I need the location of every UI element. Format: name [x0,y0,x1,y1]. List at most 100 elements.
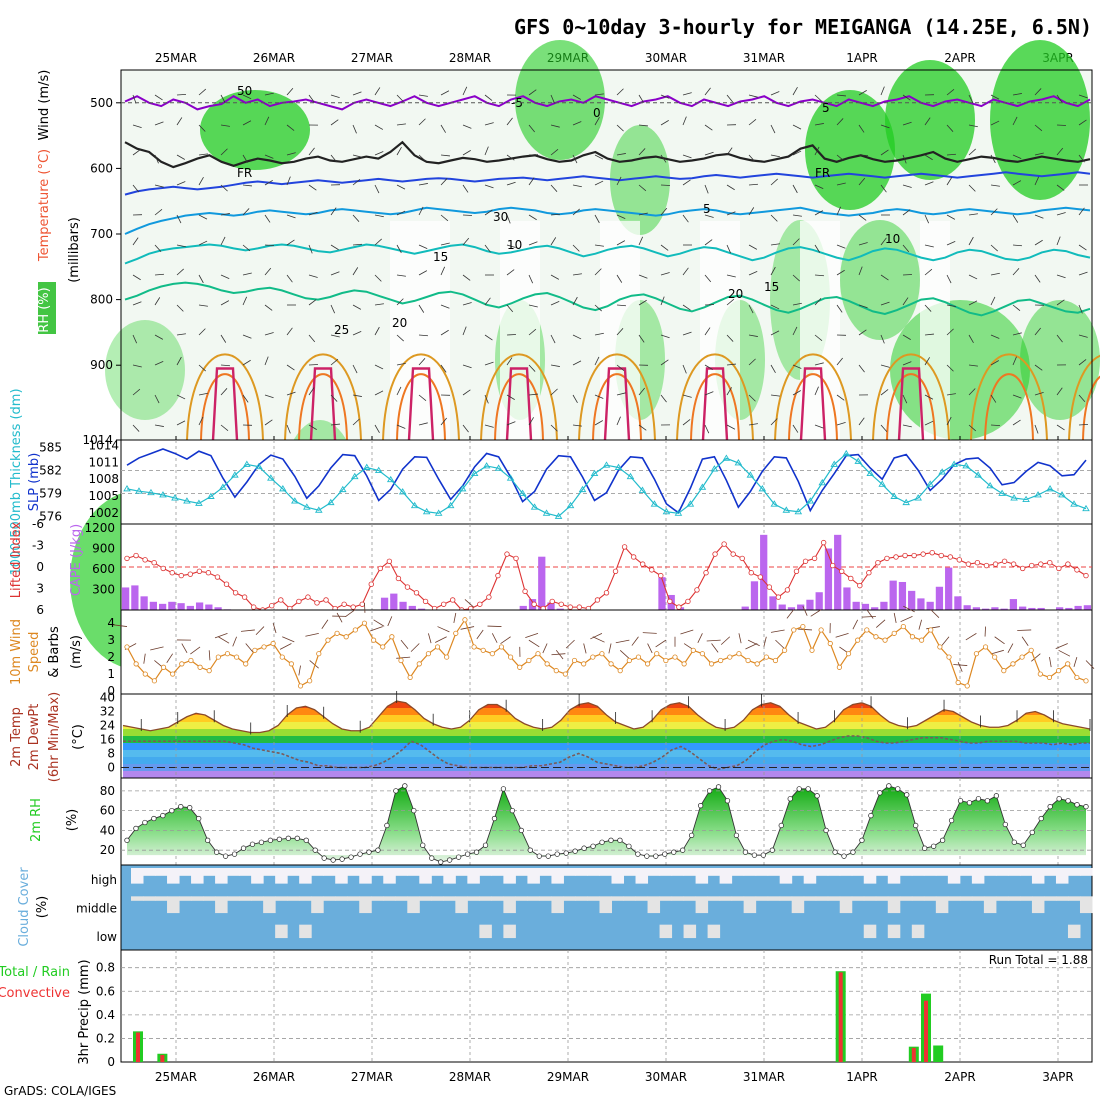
cloud-gap-cell [719,868,733,884]
cloud-gap-cell [1043,868,1057,876]
wind-barb [176,356,182,366]
cloud-gap-cell [911,924,925,939]
cloud-gap-cell [395,868,408,876]
wind-speed-point [343,634,349,640]
wind-barb [1078,304,1083,314]
wind-barb [528,328,537,336]
cloud-gap-cell [419,896,432,901]
wind-barb [770,304,780,310]
wind-speed-point [635,654,642,660]
thickness-point [470,469,479,477]
rh-point [778,822,784,829]
li-point [820,539,827,546]
rh-point [196,815,202,822]
thickness-point [710,465,719,472]
wind-barb-10m [953,664,968,666]
wind-barb [660,296,665,306]
contour-label: 50 [237,84,252,98]
wind-barb [220,274,230,280]
wind-barb [506,304,514,313]
rh-point [160,812,166,819]
wind-barb [462,424,469,433]
wind-barb [462,150,471,156]
cape-bar [880,601,888,610]
cloud-gap-cell [1067,896,1081,901]
wind-barb [638,184,647,192]
cape-bar [1074,605,1082,610]
li-point [730,551,736,557]
wind-speed-point [973,651,980,657]
cape-axis-label: CAPE (J/kg) [69,524,84,596]
wind-barb [198,328,206,336]
wind-barb-10m [866,609,874,619]
wind-speed-point [370,637,377,643]
wind-speed-point [727,654,733,660]
wind-barb-10m [852,619,859,630]
wind-barb [220,388,228,396]
wind-barb [968,213,978,216]
cloud-gap-cell [275,924,288,939]
cloud-gap-cell [743,868,757,876]
cloud-gap-cell [623,868,637,876]
wind-barb [440,178,448,186]
wind-barb-10m [528,639,540,648]
cloud-gap-cell [551,896,564,914]
isotherm-35-arch [211,367,239,441]
cloud-gap-cell [539,868,552,876]
thickness-point [171,494,179,501]
wind-speed-point [480,647,486,653]
wind-speed-point [160,664,167,670]
cape-bar [871,607,879,610]
rh-point [957,798,964,804]
li-axis-label: Lifted Index [9,521,24,598]
slp-tick-label: 1011 [88,455,119,469]
li-point [983,562,990,569]
cape-bar [1019,606,1027,610]
thickness-point [878,480,887,487]
cloud-gap-cell [587,896,600,901]
wind-barb [462,86,468,96]
wind-barb [550,237,557,246]
li-point [269,603,275,609]
precip-frame [120,949,1093,1063]
rh-point [850,849,856,855]
wind-barb [836,206,842,216]
isotherm-30-arch [886,373,936,441]
cloud-gap-cell [263,896,276,914]
wind-barb [726,298,735,306]
rh-tick-label: 40 [100,823,115,837]
wind-speed-point [380,644,386,650]
cloud-gap-cell [791,896,805,914]
cape-bar [861,603,870,610]
cloud-gap-cell [791,868,805,876]
wind-barb [176,304,184,312]
cape-bar [1083,605,1091,610]
wind-barb [792,274,800,282]
wind-speed-point [197,664,203,670]
cloud-gap-cell [503,868,516,884]
wind-barb [660,334,670,339]
rh-point [312,847,318,853]
wind-barb [792,124,802,130]
wind-barb [594,154,604,160]
li-point [848,575,854,582]
wind-barb [220,364,231,367]
slp-tick-label: 1005 [88,489,119,503]
isotherm-FR [124,140,1091,169]
wind-barb [484,184,494,189]
cape-bar [898,581,907,610]
wind-barb [638,274,648,279]
wind-barb [704,239,713,246]
wind-barb [770,418,778,426]
wind-barb [528,241,538,246]
cape-bar [1009,599,1018,610]
wind-barb [154,424,164,427]
wind-barb [946,124,954,132]
wind-barb [264,180,273,186]
rh-point [733,832,740,838]
wind-barb [396,386,402,396]
wind-barb [836,182,846,186]
wind-barb [792,214,802,217]
contour-label: 20 [392,316,407,330]
cloud-gap-cell [443,868,456,884]
